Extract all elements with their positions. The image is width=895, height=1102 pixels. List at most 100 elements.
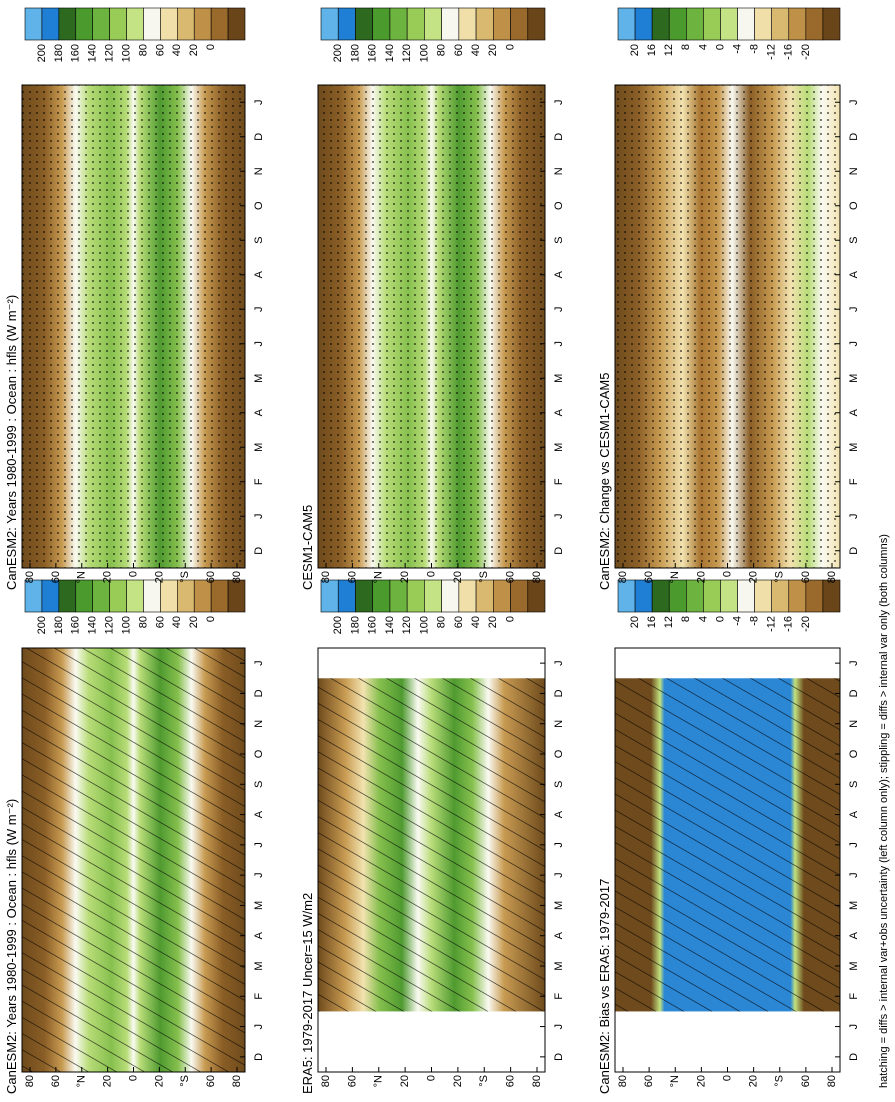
month-label: D [848, 133, 860, 141]
colorbar-swatch [634, 579, 653, 613]
month-label: A [253, 931, 265, 939]
month-label: M [253, 961, 265, 970]
colorbar-label: 100 [418, 44, 430, 62]
lat-label: 20 [102, 1075, 114, 1087]
colorbar-label: 200 [36, 616, 48, 634]
month-label: N [553, 720, 565, 728]
month-label: J [848, 660, 860, 666]
colorbar-label: 80 [436, 44, 448, 56]
colorbar-swatch [771, 7, 790, 41]
month-label: A [253, 810, 265, 818]
lat-label: 80 [24, 571, 36, 583]
colorbar-label: -12 [766, 616, 778, 632]
month-label: J [848, 514, 860, 520]
colorbar-label: 4 [697, 44, 709, 50]
colorbar-swatch [75, 7, 93, 41]
colorbar-swatch [424, 7, 442, 41]
month-label: J [848, 1024, 860, 1030]
lat-label: °N [373, 1075, 385, 1087]
colorbar-swatch [617, 7, 636, 41]
month-label: O [848, 201, 860, 210]
colorbar-label: 60 [453, 44, 465, 56]
lat-label: 60 [643, 571, 655, 583]
lat-label: °N [669, 1075, 681, 1087]
lat-label: 60 [800, 571, 812, 583]
month-label: D [553, 133, 565, 141]
lat-label: 20 [153, 571, 165, 583]
month-label: J [253, 100, 265, 106]
lat-label: 80 [320, 571, 332, 583]
month-label: J [253, 307, 265, 313]
month-label: S [253, 781, 265, 788]
colorbar-swatch [143, 579, 161, 613]
month-label: M [848, 961, 860, 970]
lat-label: 0 [425, 571, 437, 577]
colorbar-swatch [337, 579, 356, 613]
month-label: N [253, 720, 265, 728]
month-label: J [553, 660, 565, 666]
month-label: S [848, 237, 860, 244]
colorbar-label: 16 [646, 44, 658, 56]
colorbar-swatch [406, 7, 425, 41]
colorbar-swatch [58, 7, 77, 41]
colorbar-swatch [822, 7, 841, 41]
colorbar-label: 160 [367, 616, 379, 634]
month-label: F [848, 478, 860, 485]
lat-label: 20 [748, 1075, 760, 1087]
lat-label: 20 [452, 571, 464, 583]
colorbar-label: 0 [714, 616, 726, 622]
colorbar-label: -4 [731, 616, 743, 626]
lat-label: 0 [127, 1075, 139, 1081]
lat-label: 60 [643, 1075, 655, 1087]
month-label: N [848, 720, 860, 728]
stippling [22, 85, 245, 568]
month-label: F [253, 993, 265, 1000]
hatching [22, 648, 245, 1072]
colorbar-swatch [510, 579, 529, 613]
colorbar-label: 0 [205, 616, 217, 622]
lat-label: °N [373, 571, 385, 583]
month-label: J [553, 1024, 565, 1030]
month-label: J [553, 842, 565, 848]
month-label: O [553, 201, 565, 210]
lat-label: °S [179, 571, 191, 583]
month-label: M [553, 901, 565, 910]
month-label: A [848, 931, 860, 939]
colorbar-label: 60 [154, 44, 166, 56]
month-label: D [848, 1053, 860, 1061]
colorbar-label: 40 [171, 616, 183, 628]
month-label: J [848, 872, 860, 878]
colorbar-label: 12 [663, 616, 675, 628]
lat-label: 20 [695, 571, 707, 583]
colorbar-label: 60 [453, 616, 465, 628]
stippling [318, 85, 545, 568]
colorbar-label: 120 [104, 616, 116, 634]
stippling [615, 85, 840, 568]
colorbar-label: -16 [783, 44, 795, 60]
colorbar-swatch [193, 579, 212, 613]
colorbar-swatch [210, 7, 229, 41]
month-label: J [553, 514, 565, 520]
colorbar-swatch [177, 579, 195, 613]
colorbar-label: -20 [800, 616, 812, 632]
colorbar-label: 20 [188, 616, 200, 628]
lat-label: 60 [205, 1075, 217, 1087]
month-label: J [253, 514, 265, 520]
colorbar-label: 120 [104, 44, 116, 62]
month-label: M [553, 443, 565, 452]
lat-label: 0 [721, 1075, 733, 1081]
month-label: F [848, 993, 860, 1000]
month-label: D [253, 1053, 265, 1061]
panel-title: CanESM2: Years 1980-1999 : Ocean : hfls … [4, 799, 19, 1094]
colorbar-swatch [24, 7, 43, 41]
month-label: D [253, 547, 265, 555]
month-label: A [848, 270, 860, 278]
colorbar-swatch [668, 579, 687, 613]
lat-label: °N [76, 571, 88, 583]
lat-label: 60 [505, 571, 517, 583]
month-label: A [848, 810, 860, 818]
colorbar-swatch [703, 7, 721, 41]
lat-label: 20 [102, 571, 114, 583]
colorbar-swatch [227, 579, 246, 613]
colorbar-label: 100 [120, 44, 132, 62]
